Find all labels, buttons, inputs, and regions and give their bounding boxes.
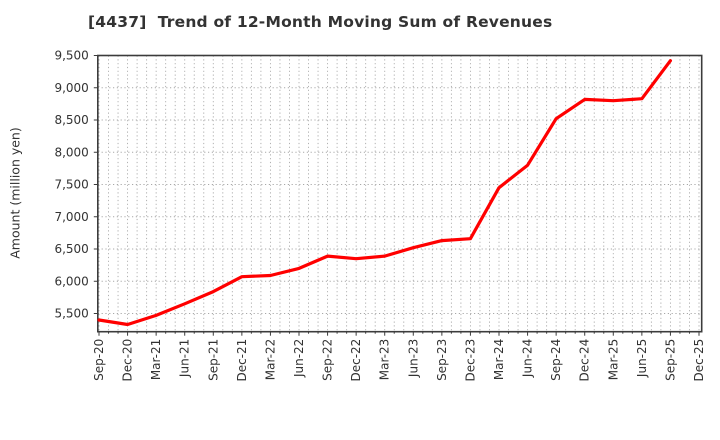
- axis-ticks: [93, 55, 700, 336]
- x-tick-label: Mar-24: [492, 339, 506, 380]
- x-tick-label: Dec-24: [578, 339, 592, 382]
- x-tick-label: Sep-22: [321, 339, 335, 381]
- y-tick-label: 7,500: [54, 178, 88, 192]
- x-tick-label: Mar-23: [378, 339, 392, 380]
- x-tick-label: Dec-25: [692, 339, 706, 382]
- x-tick-label: Jun-23: [406, 339, 420, 378]
- x-tick-label: Dec-22: [349, 339, 363, 382]
- x-tick-label: Sep-20: [92, 339, 106, 381]
- x-tick-label: Jun-24: [521, 339, 535, 378]
- y-tick-label: 7,000: [54, 210, 88, 224]
- x-tick-label: Sep-25: [663, 339, 677, 381]
- y-tick-label: 9,000: [54, 81, 88, 95]
- x-tick-label: Jun-25: [635, 339, 649, 378]
- plot-border: [97, 54, 703, 333]
- x-tick-label: Mar-22: [263, 339, 277, 380]
- x-tick-label: Jun-22: [292, 339, 306, 378]
- x-tick-label: Sep-21: [206, 339, 220, 381]
- y-tick-label: 6,000: [54, 274, 88, 288]
- y-gridlines: [97, 55, 702, 314]
- y-tick-labels: 5,500 6,000 6,500 7,000 7,500 8,000 8,500 9,000…: [54, 49, 88, 321]
- y-tick-label: 8,500: [54, 113, 88, 127]
- x-tick-label: Mar-21: [149, 339, 163, 380]
- x-tick-label: Dec-20: [121, 339, 135, 382]
- x-tick-label: Jun-21: [178, 339, 192, 378]
- y-tick-label: 9,500: [54, 49, 88, 63]
- x-tick-label: Mar-25: [606, 339, 620, 380]
- y-tick-label: 6,500: [54, 242, 88, 256]
- y-tick-label: 8,000: [54, 145, 88, 159]
- y-tick-label: 5,500: [54, 307, 88, 321]
- x-tick-label: Dec-23: [463, 339, 477, 382]
- x-gridlines: [98, 55, 700, 332]
- x-tick-label: Dec-21: [235, 339, 249, 382]
- x-tick-label: Sep-24: [549, 339, 563, 381]
- x-tick-labels: Sep-20 Dec-20 Mar-21 Jun-21 Sep-21 Dec-21 Mar-…: [92, 339, 706, 382]
- revenue-line: [97, 59, 673, 327]
- x-tick-label: Sep-23: [435, 339, 449, 381]
